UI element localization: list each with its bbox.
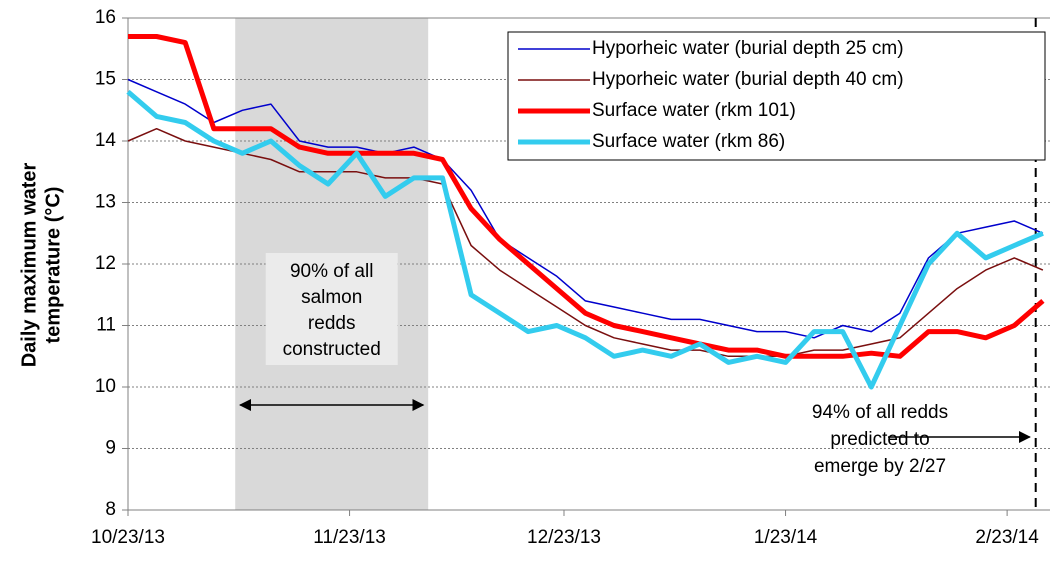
y-tick-label: 14 xyxy=(95,130,117,151)
y-axis-label: temperature (°C) xyxy=(42,187,64,344)
vline-note: 94% of all redds xyxy=(812,402,948,423)
plot-frame xyxy=(127,17,1050,511)
y-axis-label: Daily maximum water xyxy=(18,163,40,368)
y-tick-label: 12 xyxy=(95,253,116,274)
legend-label: Surface water (rkm 86) xyxy=(592,131,785,152)
shaded-note: constructed xyxy=(283,339,381,360)
shaded-note: redds xyxy=(308,313,356,334)
series-line xyxy=(126,89,1044,390)
vline-note: predicted to xyxy=(830,429,929,450)
note-box xyxy=(265,253,398,365)
y-tick-label: 16 xyxy=(95,7,116,28)
y-tick-label: 10 xyxy=(95,376,116,397)
y-tick-label: 8 xyxy=(105,499,116,520)
y-tick-label: 9 xyxy=(105,438,116,459)
x-tick-label: 10/23/13 xyxy=(91,527,165,548)
legend-box xyxy=(507,31,1046,161)
vline-note: emerge by 2/27 xyxy=(814,456,946,477)
x-tick-label: 2/23/14 xyxy=(975,527,1039,548)
legend-label: Hyporheic water (burial depth 40 cm) xyxy=(592,69,904,90)
series-line xyxy=(127,127,1044,358)
y-tick-label: 11 xyxy=(96,315,116,336)
x-tick-label: 1/23/14 xyxy=(754,527,818,548)
series-line xyxy=(128,34,1045,359)
legend-label: Hyporheic water (burial depth 25 cm) xyxy=(592,38,904,59)
shaded-note: salmon xyxy=(301,287,362,308)
y-tick-label: 13 xyxy=(95,192,116,213)
x-tick-label: 11/23/13 xyxy=(313,527,386,548)
shaded-note: 90% of all xyxy=(290,261,373,282)
y-tick-label: 15 xyxy=(95,69,116,90)
x-tick-label: 12/23/13 xyxy=(527,527,601,548)
series-line xyxy=(127,78,1044,339)
legend-label: Surface water (rkm 101) xyxy=(592,100,796,121)
